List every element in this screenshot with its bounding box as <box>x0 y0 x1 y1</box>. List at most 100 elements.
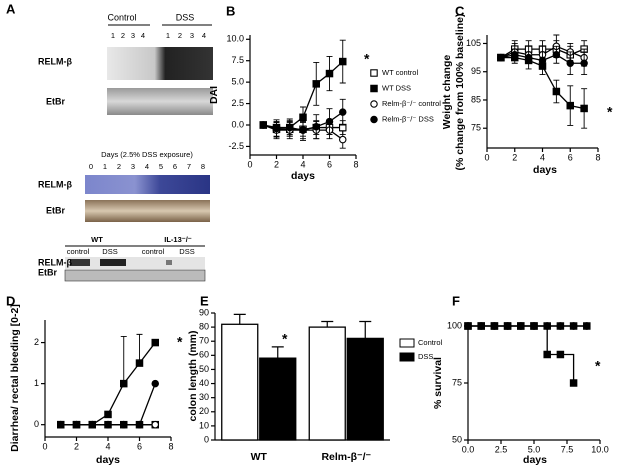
y-tick-label: 105 <box>466 38 481 48</box>
y-tick-label: 7.5 <box>231 55 244 65</box>
y-tick-label: 10 <box>199 420 209 430</box>
marker <box>556 322 565 330</box>
marker <box>72 420 81 429</box>
marker <box>299 126 307 134</box>
marker <box>503 322 512 330</box>
chart-panel: D 0 1 2 0 2 4 6 8 days Diarrhea/ rectal bleeding [… <box>6 293 183 465</box>
y-tick-label: 40 <box>199 378 209 388</box>
marker <box>497 53 505 62</box>
annotation: * <box>364 51 370 67</box>
y-axis-label: (% change from 100% baseline) <box>454 14 466 171</box>
annotation: * <box>282 331 288 347</box>
legend-marker <box>370 115 378 124</box>
y-tick-label: -2.5 <box>228 141 244 151</box>
blot-image <box>107 88 213 115</box>
marker <box>524 53 533 62</box>
x-tick-label: 2 <box>74 441 79 451</box>
y-tick-label: 50 <box>452 434 462 444</box>
blot-image <box>85 200 210 222</box>
y-axis-label: colon length (mm) <box>187 331 199 422</box>
y-tick-label: 70 <box>199 336 209 346</box>
y-axis-label: Weight change <box>441 55 453 130</box>
bar <box>308 326 346 441</box>
x-tick-label: 8 <box>168 441 173 451</box>
blot-image <box>107 47 213 80</box>
chart-panel: E 0 10 20 30 40 50 60 70 80 90 colon length (mm) * WT… <box>187 293 443 462</box>
legend-label: Relm-β⁻/⁻ DSS <box>382 114 434 123</box>
error-bar <box>321 320 334 328</box>
chart-panel: B -2.5 0.0 2.5 5.0 7.5 10.0 0 2 4 6 8 days DAI * WT con… <box>208 3 441 181</box>
legend-label: WT control <box>382 68 418 77</box>
blot-image <box>85 175 210 194</box>
annotation: * <box>177 334 183 350</box>
marker <box>285 123 294 132</box>
marker <box>510 51 519 59</box>
marker <box>566 59 574 67</box>
panel-letter: F <box>452 293 460 308</box>
x-tick-label: 6 <box>568 152 573 162</box>
row-label: RELM-β <box>38 56 72 66</box>
marker <box>569 322 578 330</box>
blot-band <box>70 259 90 266</box>
marker <box>338 57 347 66</box>
lane-label: 3 <box>131 162 135 171</box>
blot-band <box>166 260 172 265</box>
lane-label: 2 <box>121 31 125 40</box>
y-tick-label: 0 <box>34 419 39 429</box>
subgroup-label: DSS <box>102 247 117 256</box>
marker <box>477 322 485 330</box>
marker <box>552 51 561 59</box>
marker <box>325 117 334 126</box>
x-tick-label: 4 <box>540 152 545 162</box>
lane-label: 0 <box>89 162 93 171</box>
group-label: IL-13⁻/⁻ <box>164 235 192 244</box>
y-tick-label: 90 <box>199 307 209 317</box>
x-tick-label: 6 <box>327 159 332 169</box>
x-tick-label: 2.5 <box>495 444 508 454</box>
group-label: WT <box>91 235 103 244</box>
marker <box>120 379 128 388</box>
marker <box>543 350 551 359</box>
subgroup-label: control <box>142 247 165 256</box>
y-tick-label: 85 <box>471 94 481 104</box>
marker <box>338 108 347 116</box>
error-bar <box>136 333 143 364</box>
marker <box>490 322 499 330</box>
marker <box>104 420 112 429</box>
marker <box>56 420 65 429</box>
annotation: * <box>607 104 613 120</box>
legend-label: Control <box>418 338 443 347</box>
panel-letter: E <box>200 293 209 308</box>
legend-label: DSS <box>418 352 433 361</box>
blot-image <box>64 269 206 282</box>
lane-label: 2 <box>117 162 121 171</box>
legend-marker <box>370 100 378 108</box>
marker <box>312 80 320 88</box>
marker <box>517 322 525 330</box>
row-label: EtBr <box>46 205 65 215</box>
y-tick-label: 10.0 <box>226 34 244 44</box>
panel-letter: C <box>455 3 465 18</box>
marker <box>272 124 281 133</box>
x-tick-label: 2 <box>274 159 279 169</box>
panel-letter: D <box>6 293 15 308</box>
y-tick-label: 95 <box>471 66 481 76</box>
x-tick-label: 0 <box>247 159 252 169</box>
y-tick-label: 0.0 <box>231 119 244 129</box>
marker <box>104 410 112 419</box>
lane-label: 8 <box>201 162 205 171</box>
marker <box>580 59 588 67</box>
marker <box>312 122 320 131</box>
row-label: EtBr <box>46 96 65 106</box>
lane-label: 3 <box>131 31 135 40</box>
x-tick-label: 5.0 <box>528 444 541 454</box>
y-tick-label: 2 <box>34 337 39 347</box>
marker <box>464 322 472 330</box>
marker <box>556 350 565 359</box>
x-tick-label: 0 <box>42 441 47 451</box>
x-tick-label: 4 <box>105 441 110 451</box>
marker <box>88 420 97 429</box>
row-label: RELM-β <box>38 179 72 189</box>
y-tick-label: 5.0 <box>231 77 244 87</box>
